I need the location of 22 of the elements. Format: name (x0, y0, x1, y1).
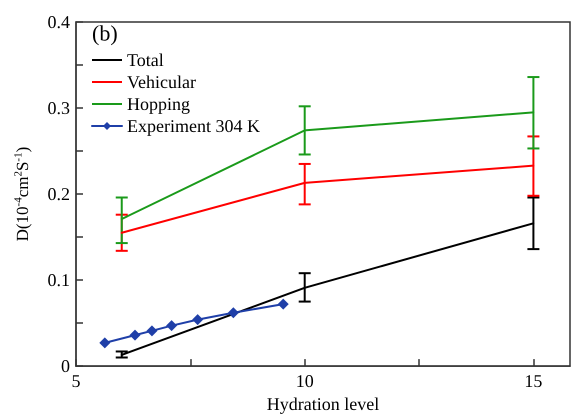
y-tick-label: 0.1 (48, 270, 70, 290)
point (192, 314, 204, 326)
legend-label: Total (127, 50, 164, 70)
legend-label: Hopping (127, 94, 190, 114)
legend-label: Experiment 304 K (127, 116, 260, 136)
x-tick-label: 15 (524, 371, 542, 392)
y-tick-label: 0 (61, 356, 70, 376)
y-tick-label: 0.3 (48, 98, 70, 118)
point (130, 330, 141, 341)
point (99, 337, 110, 348)
point (166, 320, 178, 332)
y-tick-label: 0.2 (48, 184, 70, 204)
point (278, 298, 289, 310)
x-tick-label: 5 (72, 371, 80, 392)
x-axis-title: Hydration level (266, 394, 380, 414)
point (146, 325, 158, 336)
x-tick-label: 10 (296, 371, 314, 392)
legend-label: Vehicular (127, 72, 196, 92)
annotation: (b) (92, 20, 118, 46)
y-axis-title: D(10-4cm2S-1) (12, 146, 32, 242)
point (228, 307, 239, 318)
y-tick-label: 0.4 (48, 12, 70, 32)
